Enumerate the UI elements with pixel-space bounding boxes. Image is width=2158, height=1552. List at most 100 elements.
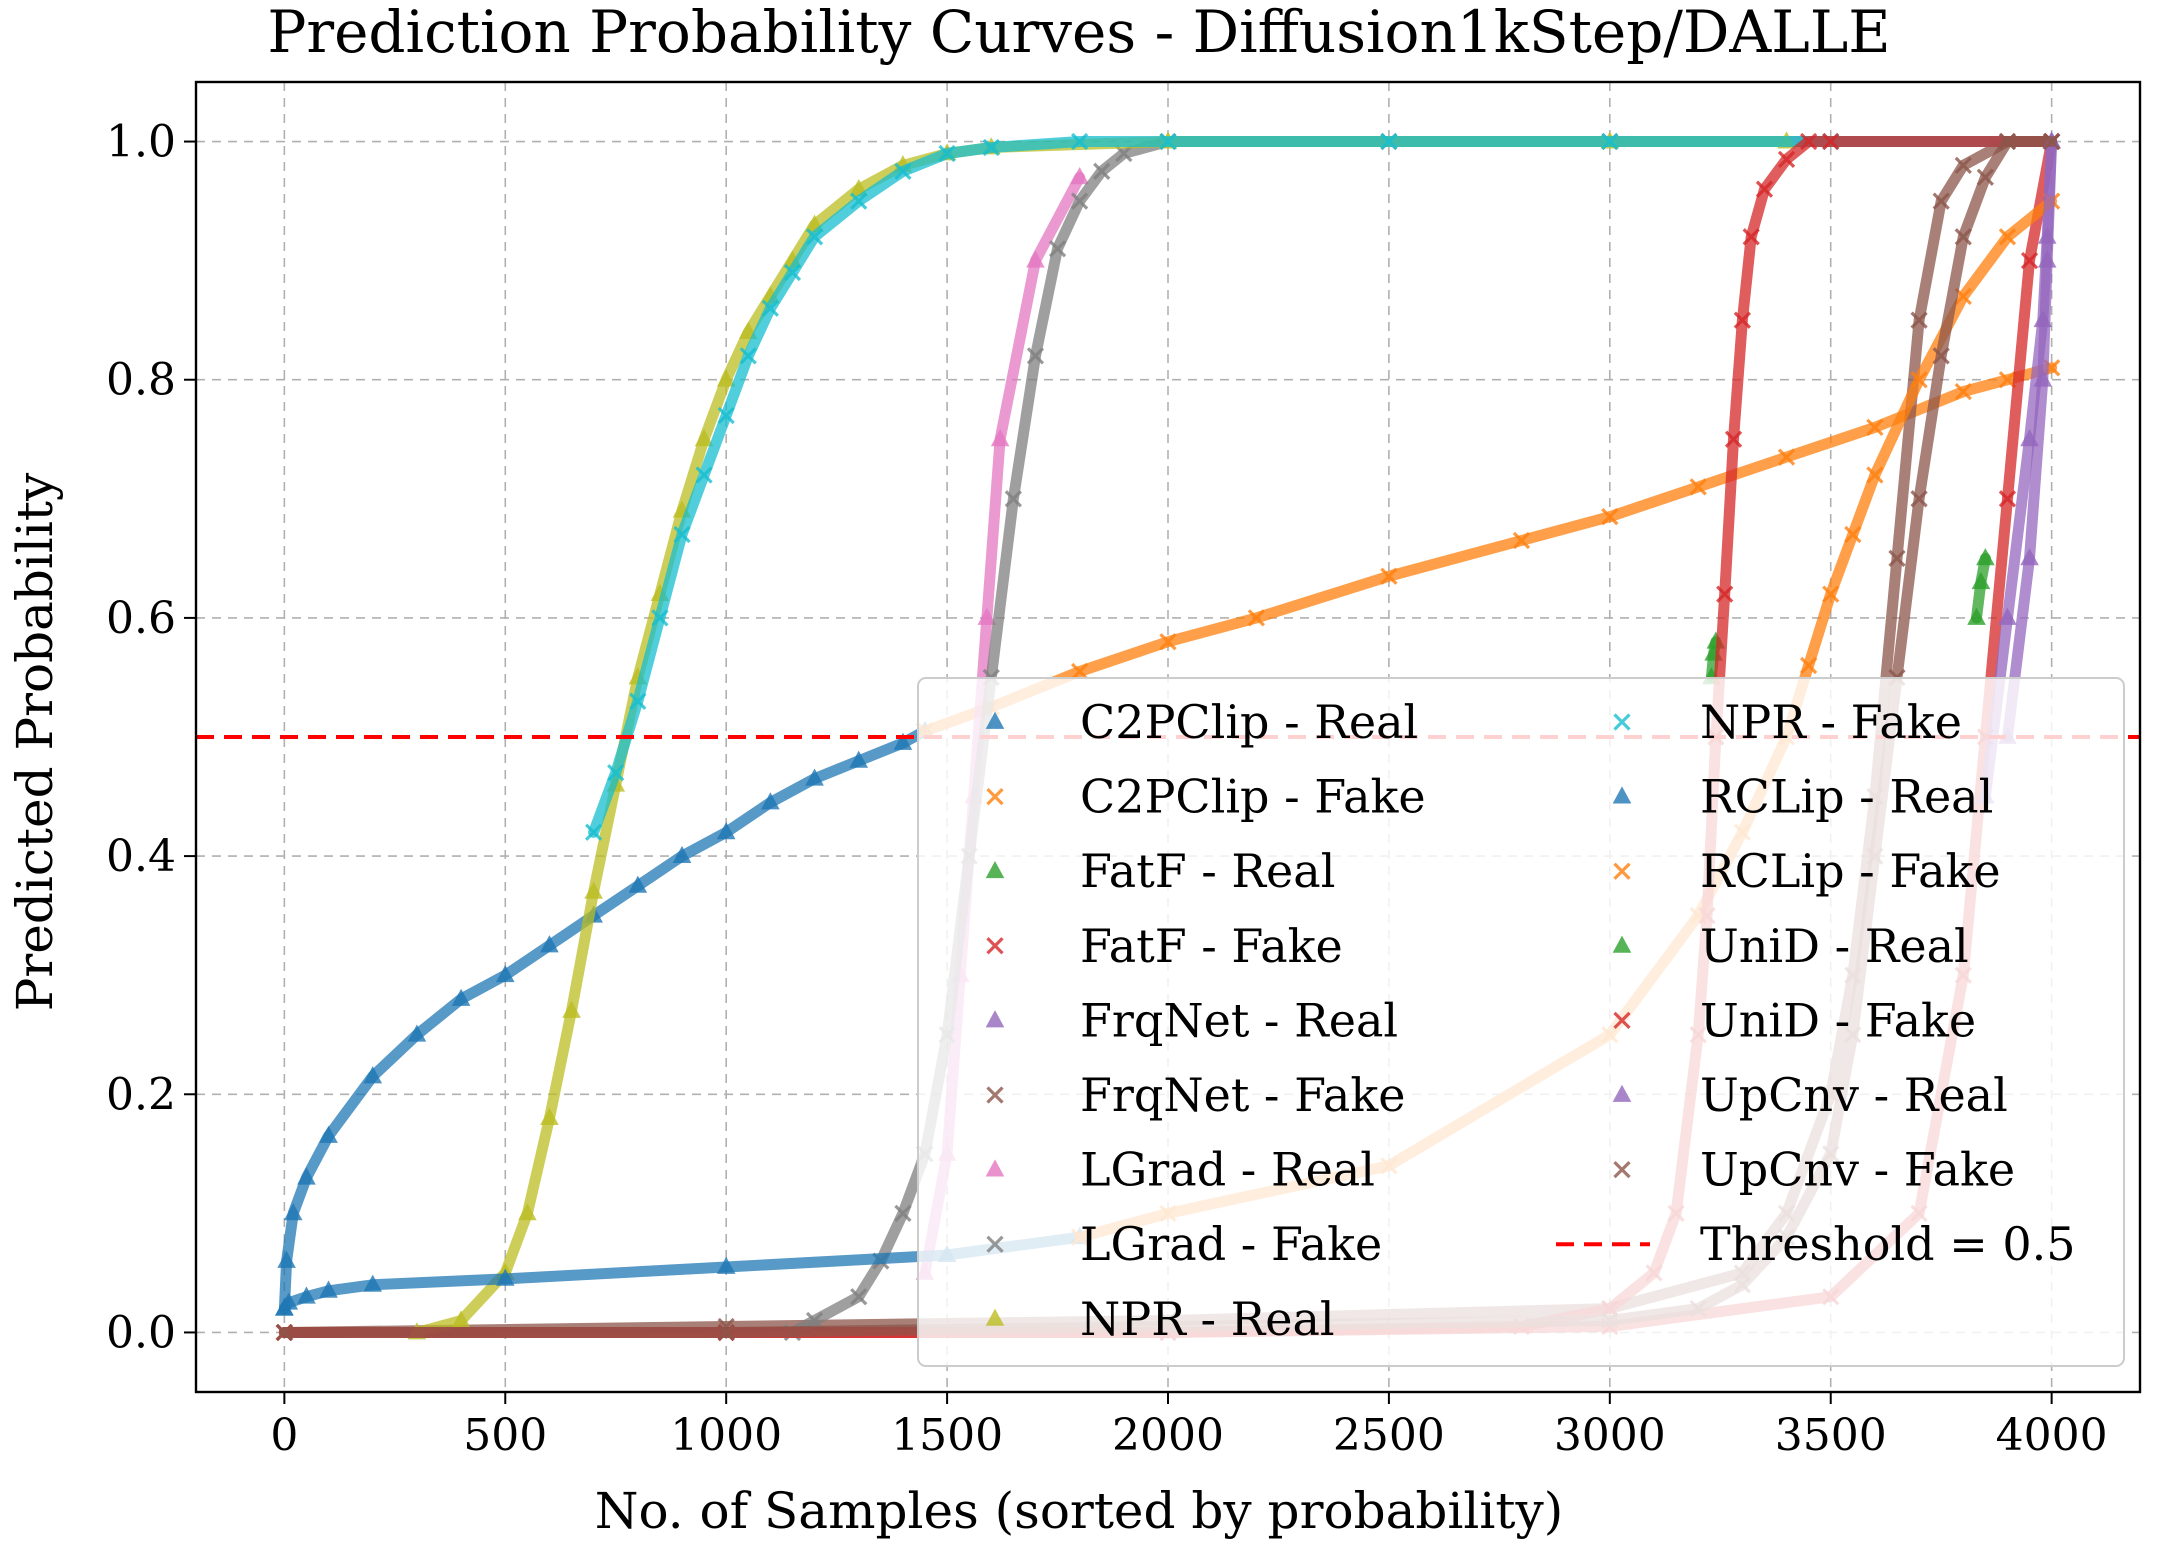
data-point — [407, 1024, 427, 1042]
data-point — [2020, 252, 2039, 270]
x-tick-label: 3000 — [1554, 1410, 1666, 1461]
data-point — [1777, 448, 1796, 466]
data-point — [717, 1323, 735, 1342]
legend-marker — [985, 1159, 1005, 1177]
data-point — [1910, 371, 1928, 389]
data-point — [1800, 656, 1818, 675]
data-point — [1512, 531, 1531, 550]
legend-label: Threshold = 0.5 — [1700, 1217, 2076, 1271]
legend-marker — [986, 787, 1004, 806]
data-point — [1733, 311, 1751, 329]
data-point — [277, 1250, 296, 1268]
legend-label: C2PClip - Fake — [1080, 770, 1426, 824]
data-point — [1976, 548, 1995, 566]
data-point — [805, 228, 824, 246]
data-point — [1071, 662, 1089, 681]
data-point — [2037, 250, 2057, 268]
data-point — [894, 1204, 912, 1222]
data-point — [1070, 167, 1089, 185]
legend-label: RCLip - Real — [1700, 770, 1993, 824]
series-0 — [275, 720, 935, 1316]
data-point — [1724, 430, 1743, 448]
legend-marker — [986, 937, 1004, 955]
data-point — [319, 1125, 338, 1143]
data-point — [850, 192, 868, 210]
legend-marker — [985, 1308, 1005, 1326]
data-point — [716, 369, 736, 387]
data-point — [1689, 478, 1707, 496]
data-point — [805, 768, 824, 786]
legend-label: LGrad - Real — [1080, 1143, 1375, 1197]
x-tick-label: 1500 — [891, 1410, 1003, 1461]
legend-label: C2PClip - Real — [1080, 695, 1418, 749]
data-point — [1866, 418, 1884, 436]
data-point — [2020, 548, 2039, 566]
data-point — [1822, 585, 1840, 603]
data-point — [540, 1107, 559, 1126]
legend-marker — [1613, 862, 1631, 880]
data-point — [297, 1286, 316, 1304]
data-point — [1910, 311, 1928, 329]
data-point — [1954, 228, 1972, 246]
legend-label: FrqNet - Fake — [1080, 1068, 1405, 1122]
data-point — [319, 1280, 338, 1298]
data-point — [1742, 228, 1760, 246]
legend-marker — [986, 1235, 1004, 1253]
legend-label: UpCnv - Real — [1700, 1068, 2008, 1122]
data-point — [938, 144, 956, 163]
data-point — [1998, 490, 2017, 508]
data-point — [1716, 585, 1734, 603]
data-point — [607, 764, 625, 782]
data-point — [1910, 490, 1928, 508]
series-9 — [585, 132, 2061, 841]
data-point — [1093, 162, 1111, 180]
data-point — [739, 347, 757, 365]
data-point — [1004, 490, 1022, 508]
y-tick-label: 1.0 — [106, 117, 176, 168]
legend-marker — [985, 860, 1005, 879]
legend: C2PClip - Real C2PClip - Fake FatF - Real F… — [917, 677, 2125, 1367]
x-tick-label: 1000 — [670, 1410, 782, 1461]
data-point — [562, 1000, 581, 1018]
x-tick-label: 0 — [270, 1410, 298, 1461]
legend-marker — [1612, 786, 1632, 804]
data-point — [716, 822, 736, 840]
y-tick-label: 0.4 — [106, 831, 176, 882]
legend-marker — [985, 711, 1005, 729]
x-tick-label: 4000 — [1996, 1410, 2108, 1461]
data-point — [1071, 192, 1089, 210]
data-point — [761, 299, 779, 317]
legend-label: NPR - Fake — [1700, 695, 1962, 749]
data-point — [850, 1288, 868, 1306]
data-point — [672, 845, 692, 864]
legend-marker — [1613, 1011, 1631, 1030]
data-point — [1601, 508, 1619, 526]
data-point — [849, 750, 869, 768]
data-point — [894, 162, 912, 180]
data-point — [584, 881, 603, 899]
data-point — [716, 1256, 736, 1274]
data-point — [495, 1268, 515, 1286]
x-tick-label: 2000 — [1112, 1410, 1224, 1461]
legend-marker — [986, 1086, 1004, 1104]
data-point — [761, 792, 780, 810]
data-point — [893, 732, 913, 750]
data-point — [1844, 525, 1862, 544]
data-point — [628, 875, 648, 893]
data-point — [585, 823, 603, 841]
data-point — [1932, 192, 1950, 210]
x-tick-label: 3500 — [1775, 1410, 1887, 1461]
data-point — [1026, 347, 1045, 365]
legend-marker — [1613, 713, 1631, 731]
data-point — [1755, 180, 1774, 198]
data-point — [982, 138, 1000, 157]
y-tick-label: 0.6 — [106, 593, 176, 644]
legend-label: RCLip - Fake — [1700, 844, 2001, 898]
legend-box — [917, 677, 2125, 1367]
data-point — [717, 406, 735, 425]
data-point — [495, 964, 515, 983]
data-point — [651, 609, 669, 627]
data-point — [1976, 168, 1994, 186]
data-point — [783, 263, 802, 282]
data-point — [990, 429, 1010, 447]
